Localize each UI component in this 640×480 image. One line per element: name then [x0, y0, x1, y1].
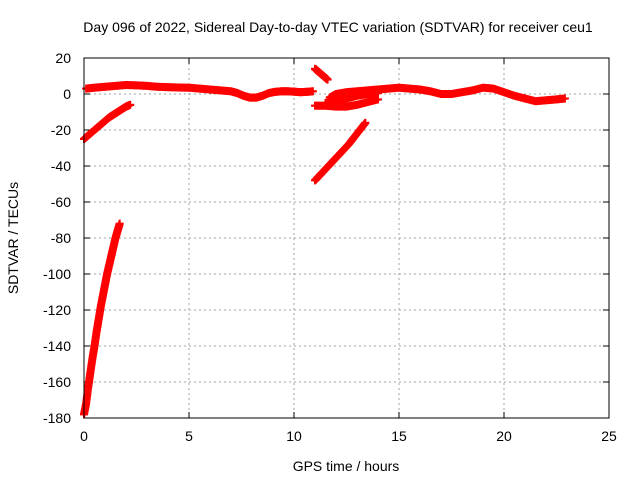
chart-title: Day 096 of 2022, Sidereal Day-to-day VTE…: [83, 19, 593, 35]
x-tick-label: 0: [80, 428, 88, 444]
y-tick-label: -180: [43, 410, 71, 426]
x-axis-label: GPS time / hours: [293, 458, 400, 474]
data-points: [80, 64, 569, 419]
y-tick-label: 0: [63, 86, 71, 102]
y-tick-label: -20: [51, 122, 71, 138]
data-point: [374, 89, 382, 98]
x-tick-label: 25: [601, 428, 617, 444]
data-point: [308, 87, 317, 96]
data-point: [126, 100, 135, 109]
x-tick-label: 5: [185, 428, 193, 444]
plot-frame: [83, 57, 610, 419]
data-point: [560, 94, 569, 103]
x-tick-label: 15: [391, 428, 407, 444]
y-tick-label: -160: [43, 374, 71, 390]
x-tick-label: 20: [496, 428, 512, 444]
grid-lines: [84, 58, 609, 418]
y-axis-label: SDTVAR / TECUs: [5, 182, 21, 294]
data-point: [361, 118, 370, 127]
y-tick-label: -100: [43, 266, 71, 282]
y-tick-label: -60: [51, 194, 71, 210]
y-tick-label: 20: [55, 50, 71, 66]
y-tick-label: -140: [43, 338, 71, 354]
data-point: [115, 219, 124, 228]
x-tick-label: 10: [286, 428, 302, 444]
y-tick-label: -120: [43, 302, 71, 318]
data-point: [323, 75, 332, 84]
y-tick-label: -40: [51, 158, 71, 174]
y-tick-label: -80: [51, 230, 71, 246]
